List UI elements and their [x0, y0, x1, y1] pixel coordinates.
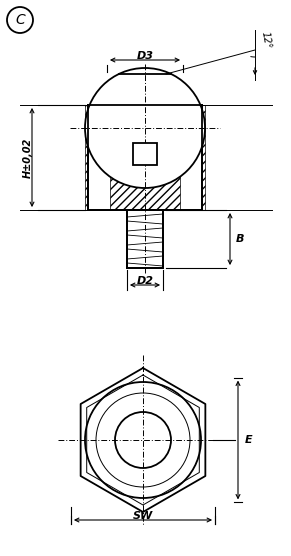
Polygon shape [88, 105, 202, 210]
Text: SW: SW [133, 511, 153, 521]
Text: D2: D2 [136, 276, 153, 286]
Bar [127, 210, 163, 268]
Bar [133, 143, 157, 165]
Circle shape [85, 68, 205, 188]
Text: H±0,02: H±0,02 [23, 137, 33, 177]
Text: C: C [15, 13, 25, 27]
Text: 12°: 12° [260, 31, 273, 49]
Text: D3: D3 [136, 51, 153, 61]
Circle shape [7, 7, 33, 33]
Text: E: E [245, 435, 253, 445]
Text: B: B [236, 234, 244, 244]
